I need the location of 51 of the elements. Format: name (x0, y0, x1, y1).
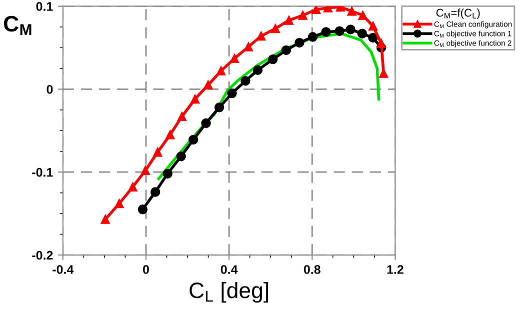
point (177, 112, 186, 122)
y-axis-title: C$_{M}$ (4, 16, 32, 35)
point (252, 65, 263, 75)
point (240, 76, 250, 86)
x-tick-label: 1.2 (387, 265, 404, 274)
point (368, 32, 378, 43)
legend-title: C$_{M}$=f(C$_{L}$) (436, 8, 480, 19)
y-tick-label: -0.1 (32, 168, 53, 177)
point (346, 24, 356, 34)
point (298, 10, 308, 20)
point (176, 151, 186, 162)
point (321, 27, 331, 37)
point (150, 187, 160, 197)
point (216, 66, 226, 76)
point (308, 32, 318, 42)
point (347, 6, 356, 16)
point (214, 102, 224, 112)
point (138, 204, 148, 214)
point (114, 199, 124, 208)
point (256, 32, 266, 41)
point (190, 94, 200, 104)
x-tick-label: 0.4 (220, 265, 238, 274)
point (227, 88, 237, 98)
point (312, 6, 321, 14)
x-axis-title: C$_{L}$ [deg] (190, 282, 268, 303)
point (294, 38, 304, 48)
point (204, 80, 213, 90)
point (281, 45, 292, 56)
y-tick-label: -0.2 (32, 250, 53, 260)
point (334, 26, 344, 36)
point (368, 22, 378, 31)
point (358, 10, 368, 20)
point (188, 134, 198, 145)
x-tick-label: -0.4 (52, 265, 74, 274)
x-tick-label: 0.8 (304, 265, 320, 274)
point (230, 54, 239, 63)
point (166, 130, 175, 140)
y-tick-label: 0 (46, 84, 53, 94)
point (128, 182, 138, 192)
point (162, 168, 172, 179)
point (140, 166, 150, 175)
point (268, 54, 278, 64)
y-tick-label: 0.1 (36, 2, 53, 11)
point (153, 148, 162, 157)
point (376, 39, 386, 48)
point (357, 28, 368, 38)
x-tick-label: 0 (143, 265, 149, 274)
point (100, 214, 110, 224)
point (270, 24, 280, 34)
point (284, 16, 294, 25)
point (201, 118, 211, 128)
